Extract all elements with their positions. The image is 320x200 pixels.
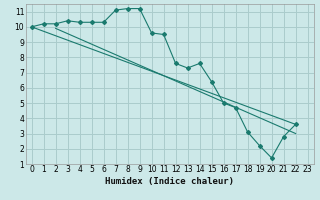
- X-axis label: Humidex (Indice chaleur): Humidex (Indice chaleur): [105, 177, 234, 186]
